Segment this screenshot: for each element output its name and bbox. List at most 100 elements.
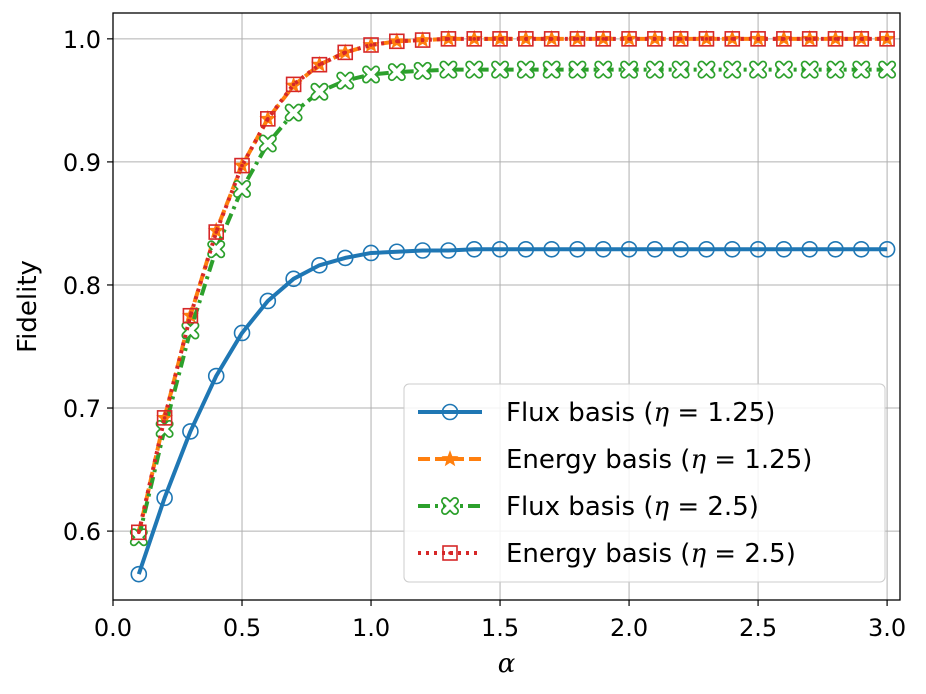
data-point bbox=[827, 31, 844, 47]
legend-text-part: Flux basis bbox=[506, 492, 635, 522]
data-point bbox=[440, 242, 457, 259]
data-point bbox=[182, 307, 199, 324]
data-point bbox=[387, 63, 406, 82]
y-tick-label: 1.0 bbox=[63, 26, 101, 54]
data-point bbox=[543, 31, 560, 47]
x-tick-label: 0.0 bbox=[94, 614, 132, 642]
data-point bbox=[672, 240, 689, 258]
data-point bbox=[156, 489, 173, 507]
data-point bbox=[878, 240, 896, 258]
legend-item: Energy basis (η = 1.25) bbox=[418, 445, 812, 475]
data-point bbox=[853, 31, 870, 47]
data-point bbox=[363, 37, 379, 53]
data-point bbox=[440, 31, 457, 47]
legend-text-part: = bbox=[706, 445, 744, 475]
data-point bbox=[336, 71, 355, 90]
y-tick-label: 0.6 bbox=[63, 518, 101, 546]
data-point bbox=[234, 157, 250, 174]
legend-text-part: ) bbox=[749, 492, 759, 522]
series-4 bbox=[131, 31, 895, 541]
data-point bbox=[878, 60, 897, 79]
data-point bbox=[723, 240, 741, 258]
x-tick-label: 2.0 bbox=[610, 614, 648, 642]
data-point bbox=[182, 423, 199, 440]
data-point bbox=[129, 528, 148, 547]
data-point bbox=[594, 60, 613, 79]
data-point bbox=[285, 270, 302, 288]
data-point bbox=[776, 31, 792, 47]
legend-label: Energy basis (η = 1.25) bbox=[506, 445, 812, 475]
data-point bbox=[466, 31, 483, 47]
data-point bbox=[285, 76, 302, 93]
data-point bbox=[156, 410, 173, 426]
legend-text-part: η bbox=[690, 539, 706, 569]
data-point bbox=[413, 61, 432, 80]
legend: Flux basis (η = 1.25)Energy basis (η = 1… bbox=[403, 383, 886, 583]
data-point bbox=[672, 31, 689, 47]
data-point bbox=[620, 240, 638, 258]
data-point bbox=[749, 240, 767, 258]
legend-marker bbox=[441, 497, 459, 515]
legend-text-part: Energy basis bbox=[506, 539, 672, 569]
data-point bbox=[697, 60, 716, 79]
data-point bbox=[130, 565, 148, 583]
data-point bbox=[801, 240, 818, 258]
legend-text-part: ) bbox=[802, 445, 812, 475]
data-point bbox=[311, 56, 328, 73]
data-point bbox=[362, 65, 381, 84]
legend-text-part: ( bbox=[672, 445, 690, 475]
data-point bbox=[208, 224, 225, 240]
legend-item: Flux basis (η = 1.25) bbox=[418, 398, 775, 428]
data-point bbox=[414, 32, 431, 48]
data-point bbox=[594, 240, 612, 258]
ticks: 0.0 0.5 1.0 1.5 2.0 2.5 3.0 0.6 0.7 0.8 0.9 1.0 bbox=[63, 26, 906, 642]
plot-frame bbox=[112, 12, 901, 601]
legend-marker bbox=[442, 545, 458, 561]
data-point bbox=[284, 103, 303, 122]
legend-text-part: = bbox=[669, 398, 707, 428]
legend-text-part: 2.5 bbox=[707, 492, 748, 522]
data-point bbox=[569, 240, 586, 258]
legend-text-part: ( bbox=[635, 492, 653, 522]
data-point bbox=[131, 524, 147, 541]
legend-text-part: 1.25 bbox=[744, 445, 802, 475]
data-point bbox=[465, 60, 484, 79]
y-tick-label: 0.8 bbox=[63, 272, 101, 300]
x-tick-label: 3.0 bbox=[868, 614, 906, 642]
data-point bbox=[723, 60, 742, 79]
data-point bbox=[362, 244, 380, 262]
series-1 bbox=[130, 240, 896, 583]
x-tick-label: 0.5 bbox=[223, 614, 261, 642]
data-point bbox=[879, 31, 895, 47]
data-point bbox=[207, 240, 226, 259]
data-point bbox=[543, 240, 560, 258]
data-point bbox=[233, 179, 252, 198]
data-point bbox=[260, 111, 276, 127]
data-point bbox=[852, 60, 871, 79]
legend-marker bbox=[441, 450, 459, 467]
data-point bbox=[645, 60, 664, 79]
data-point bbox=[389, 33, 405, 50]
legend-item: Energy basis (η = 2.5) bbox=[418, 539, 796, 569]
legend-box bbox=[403, 383, 886, 583]
data-point bbox=[310, 82, 329, 101]
data-point bbox=[775, 240, 793, 258]
data-point bbox=[724, 31, 741, 47]
legend-marker bbox=[441, 403, 459, 421]
legend-label: Flux basis (η = 1.25) bbox=[506, 398, 775, 428]
legend-text-part: ( bbox=[672, 539, 690, 569]
data-point bbox=[774, 60, 793, 79]
data-point bbox=[698, 240, 715, 258]
x-tick-label: 1.5 bbox=[481, 614, 519, 642]
data-point bbox=[465, 240, 483, 258]
data-point bbox=[827, 240, 844, 258]
data-point bbox=[491, 240, 509, 258]
data-point bbox=[516, 60, 535, 79]
legend-text-part: = bbox=[669, 492, 707, 522]
data-point bbox=[337, 44, 354, 61]
legend-text-part: = bbox=[706, 539, 744, 569]
data-point bbox=[620, 60, 639, 79]
data-point bbox=[233, 324, 251, 342]
legend-text-part: ) bbox=[786, 539, 796, 569]
